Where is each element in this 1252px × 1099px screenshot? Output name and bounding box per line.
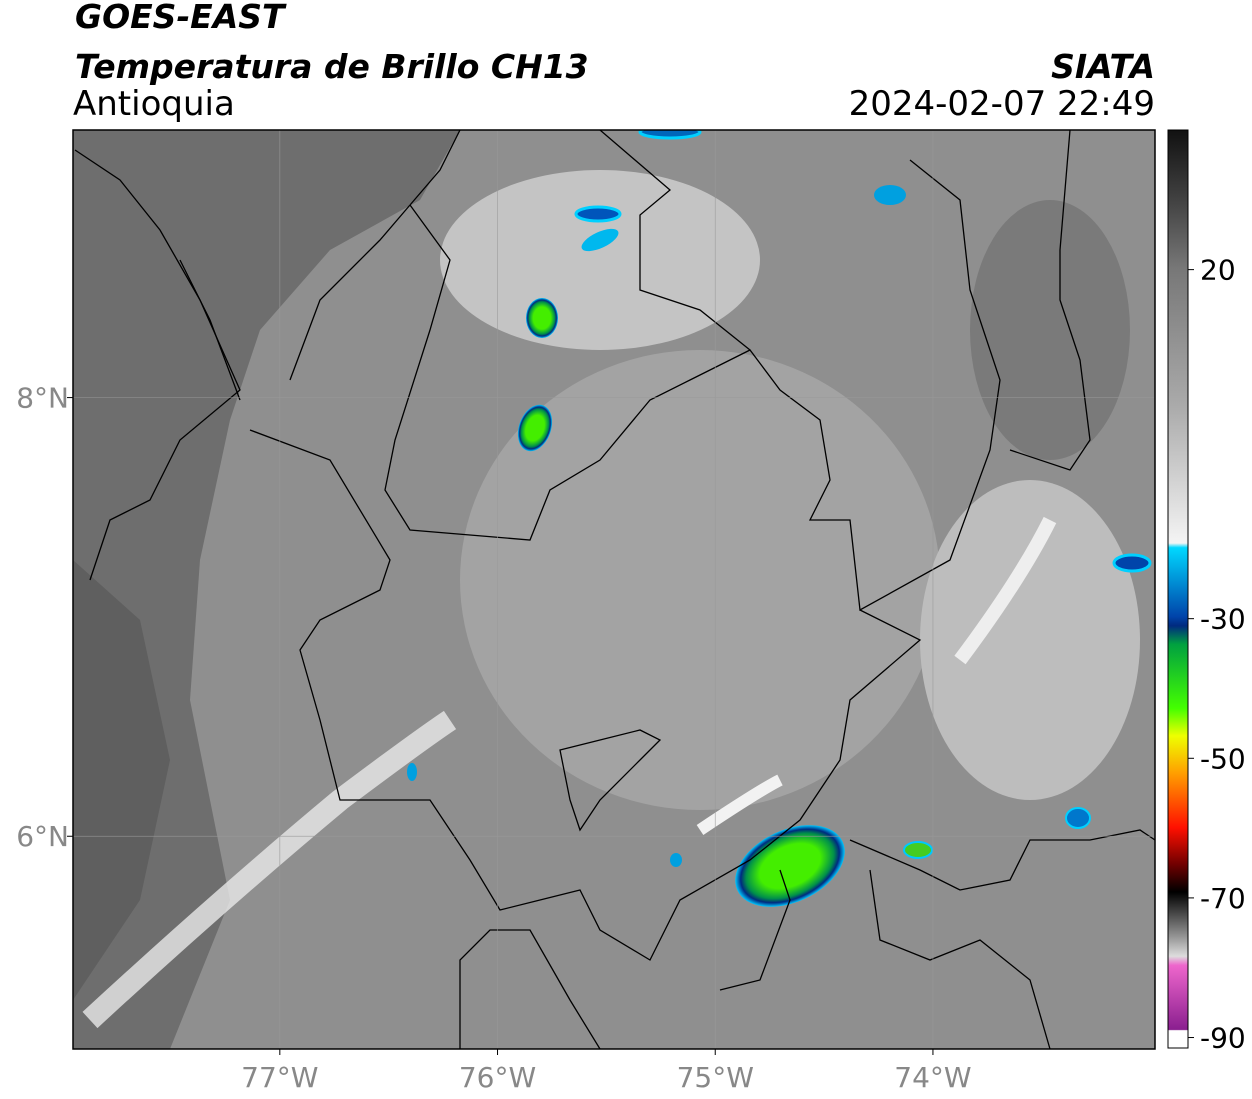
colorbar-tick-label: -70 xyxy=(1200,882,1246,915)
title: GOES-EAST xyxy=(75,0,287,36)
source: SIATA xyxy=(1051,47,1155,86)
x-tick-label: 77°W xyxy=(241,1061,318,1094)
subtitle: Temperatura de Brillo CH13 xyxy=(75,47,589,86)
grid xyxy=(73,130,1155,1049)
y-tick-label: 6°N xyxy=(16,820,69,853)
x-tick-label: 75°W xyxy=(677,1061,754,1094)
colorbar-tick-label: -50 xyxy=(1200,742,1246,775)
colorbar-tick-label: -30 xyxy=(1200,603,1246,636)
colorbar xyxy=(1167,129,1189,1049)
x-tick-label: 74°W xyxy=(894,1061,971,1094)
datetime: 2024-02-07 22:49 xyxy=(849,84,1155,124)
map-frame xyxy=(72,129,1156,1050)
map-image xyxy=(73,130,1155,1049)
y-tick-label: 8°N xyxy=(16,382,69,415)
colorbar-tick-label: -90 xyxy=(1200,1022,1246,1055)
colorbar-tick-label: 20 xyxy=(1200,254,1236,287)
region: Antioquia xyxy=(73,84,235,124)
x-tick-label: 76°W xyxy=(459,1061,536,1094)
